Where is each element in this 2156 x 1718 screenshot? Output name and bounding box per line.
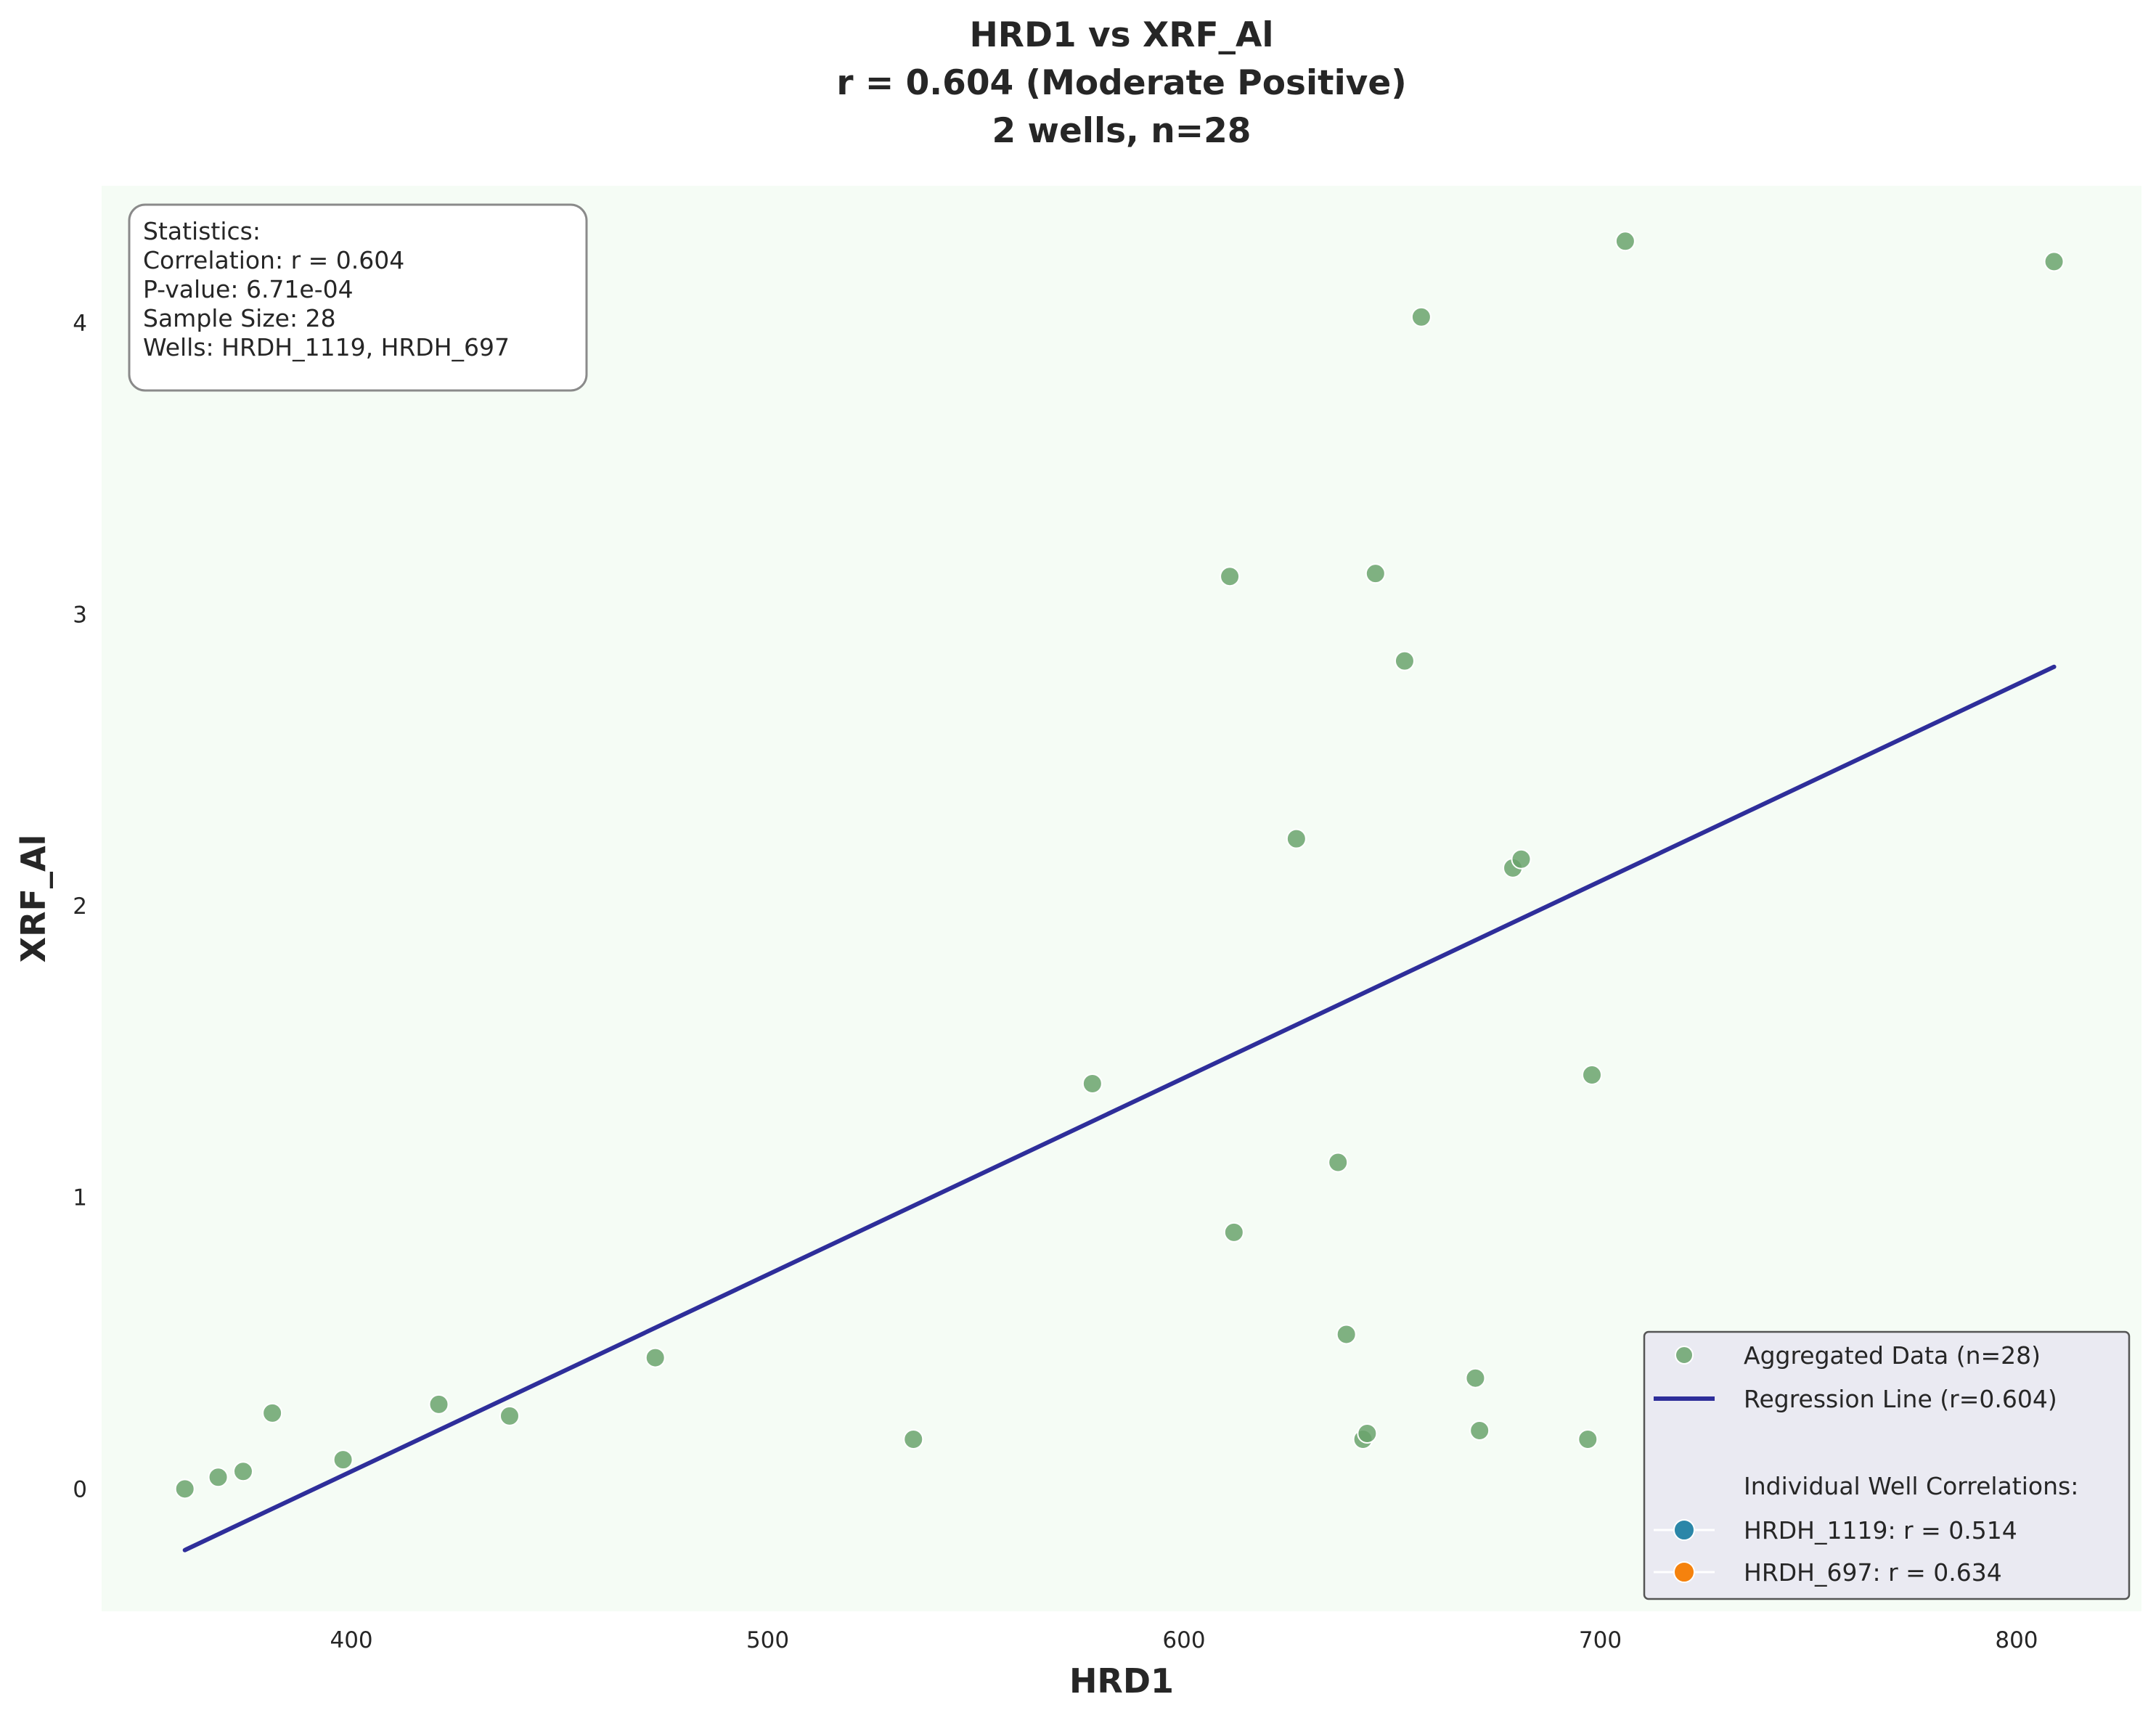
legend-frame [1643,1330,2131,1600]
data-point [174,1478,195,1500]
x-tick-label: 400 [330,1627,372,1653]
data-point [1286,828,1307,849]
y-axis-label: XRF_Al [14,835,53,963]
regression-line [182,664,2057,1553]
chart-title-line-1: HRD1 vs XRF_Al [969,15,1273,55]
data-point [428,1394,449,1415]
y-tick-label: 3 [73,602,87,628]
x-axis-ticks: 400 500 600 700 800 [330,1627,2038,1653]
y-tick-label: 1 [73,1185,87,1211]
stats-line: Correlation: r = 0.604 [143,246,404,274]
chart-title-line-3: 2 wells, n=28 [992,111,1251,151]
stats-line: Wells: HRDH_1119, HRDH_697 [143,333,510,361]
x-tick-label: 800 [1995,1627,2038,1653]
data-point [645,1347,666,1368]
data-point [262,1402,283,1423]
legend-label-aggregated: Aggregated Data (n=28) [1744,1341,2041,1370]
data-point [332,1449,354,1470]
y-tick-label: 4 [73,311,87,337]
y-tick-label: 0 [73,1476,87,1502]
data-point [1328,1152,1349,1173]
legend-marker-aggregated [1675,1346,1694,1365]
data-point [1223,1222,1244,1243]
data-point [1582,1064,1603,1085]
legend-marker-well-2 [1673,1561,1695,1583]
data-point [208,1467,229,1488]
data-point [1469,1420,1490,1441]
data-point [1336,1324,1357,1345]
legend-label-well-2: HRDH_697: r = 0.634 [1744,1558,2002,1587]
chart-title-line-2: r = 0.604 (Moderate Positive) [836,63,1406,103]
data-point [2043,251,2065,272]
y-tick-label: 2 [73,893,87,920]
chart-title: HRD1 vs XRF_Al r = 0.604 (Moderate Posit… [836,15,1406,151]
data-point [1410,306,1432,327]
data-point [1365,563,1386,584]
legend-marker-well-1 [1673,1519,1695,1541]
data-point [1220,566,1241,587]
x-tick-label: 700 [1579,1627,1622,1653]
scatter-points [174,231,2065,1500]
legend-section-header: Individual Well Correlations: [1744,1472,2078,1500]
x-tick-label: 500 [746,1627,789,1653]
data-point [232,1461,253,1482]
legend-label-regression: Regression Line (r=0.604) [1744,1385,2057,1413]
legend-label-well-1: HRDH_1119: r = 0.514 [1744,1516,2017,1545]
data-point [499,1405,520,1426]
stats-line: Sample Size: 28 [143,304,336,332]
data-point [1394,650,1415,671]
data-point [1357,1423,1378,1444]
data-point [1082,1073,1103,1095]
x-axis-label: HRD1 [1069,1661,1174,1701]
data-point [903,1429,924,1450]
data-point [1465,1367,1486,1388]
stats-line: P-value: 6.71e-04 [143,275,354,303]
y-axis-ticks: 0 1 2 3 4 [73,311,87,1503]
statistics-box-frame [128,203,588,392]
x-tick-label: 600 [1162,1627,1205,1653]
statistics-box: Statistics: Correlation: r = 0.604 P-val… [128,203,588,392]
stats-line: Statistics: [143,217,261,245]
legend: Aggregated Data (n=28) Regression Line (… [1643,1330,2131,1600]
data-point [1614,231,1636,252]
data-point [1511,848,1532,870]
data-point [1577,1429,1598,1450]
